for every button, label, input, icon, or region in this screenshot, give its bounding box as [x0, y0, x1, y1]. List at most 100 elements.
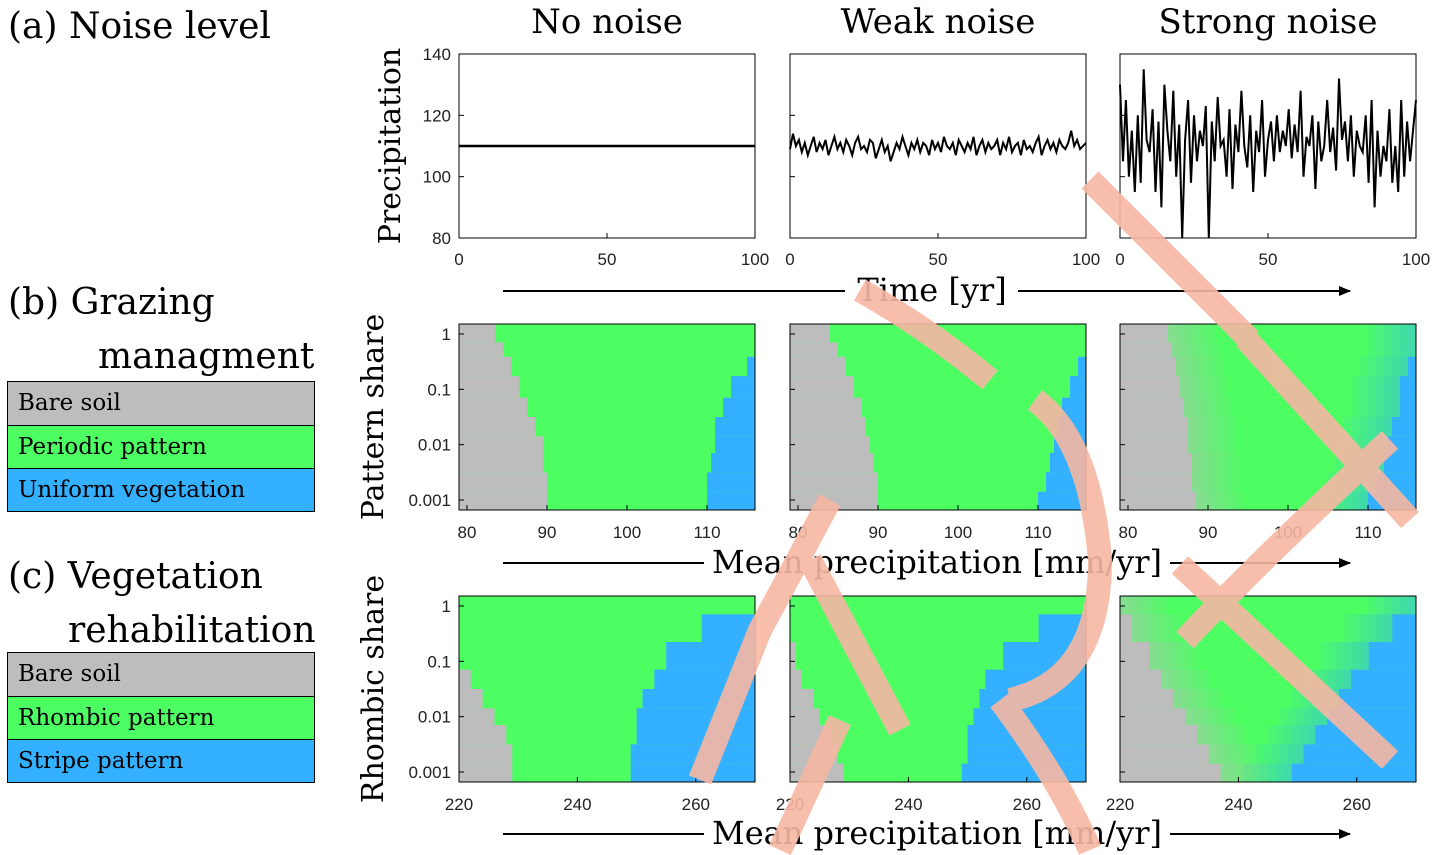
legend-rehabilitation: Bare soil Rhombic pattern Stripe pattern	[7, 652, 315, 783]
heatmap-blend-cell	[1220, 491, 1228, 510]
y-tick-label: 120	[423, 106, 451, 125]
heatmap-blend-cell	[1267, 763, 1276, 782]
heatmap-blend-cell	[1196, 724, 1205, 745]
column-title: No noise	[531, 2, 683, 42]
x-tick-label: 220	[445, 795, 473, 814]
heatmap-uniform-cell	[711, 452, 755, 473]
heatmap-blend-cell	[1376, 614, 1385, 642]
x-tick-label: 100	[1402, 250, 1430, 269]
heatmap-uniform-cell	[1339, 689, 1416, 709]
heatmap-blend-cell	[1318, 669, 1327, 689]
heatmap-uniform-cell	[1350, 669, 1416, 689]
heatmap-blend-cell	[1291, 689, 1300, 709]
panel-b-label-line1: (b) Grazing	[8, 282, 215, 323]
panel-b-label-line2: managment	[98, 336, 315, 377]
plot-frame	[1119, 323, 1417, 511]
heatmap-blend-cell	[1320, 641, 1329, 670]
heatmap-blend-cell	[1360, 376, 1368, 398]
heatmap-blend-cell	[1188, 417, 1196, 437]
heatmap-blend-cell	[1360, 417, 1368, 437]
heatmap-blend-cell	[1400, 324, 1408, 343]
heatmap-blend-cell	[1287, 744, 1296, 764]
heatmap-blend-cell	[1392, 342, 1400, 357]
heatmap-blend-cell	[1197, 689, 1206, 709]
heatmap-blend-cell	[1352, 376, 1360, 398]
heatmap-bare-cell	[790, 708, 820, 725]
heatmap-blend-cell	[1244, 763, 1253, 782]
heatmap-blend-cell	[1408, 342, 1416, 357]
x-tick-label: 100	[1072, 250, 1100, 269]
heatmap-blend-cell	[1376, 417, 1384, 437]
heatmap-blend-cell	[1271, 744, 1280, 764]
heatmap-blend-cell	[1168, 324, 1176, 343]
heatmap-blend-cell	[1228, 436, 1236, 453]
y-tick-label: 0.001	[408, 763, 451, 782]
heatmap-blend-cell	[1376, 324, 1384, 343]
heatmap-blend-cell	[1295, 744, 1304, 764]
heatmap-blend-cell	[1196, 376, 1204, 398]
heatmap-blend-cell	[1188, 436, 1196, 453]
heatmap-blend-cell	[1368, 376, 1376, 398]
heatmap-blend-cell	[1208, 397, 1216, 417]
column-title: Weak noise	[841, 2, 1036, 42]
heatmap-bare-cell	[1120, 614, 1132, 642]
x-tick-label: 0	[1115, 250, 1124, 269]
y-tick-label: 140	[423, 45, 451, 64]
heatmap-blend-cell	[1188, 342, 1196, 357]
heatmap-blend-cell	[1200, 452, 1208, 473]
heatmap-bare-cell	[790, 376, 854, 398]
watermark-graphic	[688, 171, 1419, 855]
heatmap-blend-cell	[1392, 397, 1400, 417]
x-tick-label: 100	[741, 250, 769, 269]
heatmap-blend-cell	[1220, 376, 1228, 398]
heatmap-blend-cell	[1212, 436, 1220, 453]
heatmap-blend-cell	[1128, 596, 1136, 615]
watermark-stroke	[854, 279, 998, 390]
heatmap-uniform-cell	[731, 376, 755, 398]
heatmap-bare-cell	[459, 744, 513, 764]
heatmap-bare-cell	[459, 342, 503, 357]
heatmap-blend-cell	[1205, 689, 1214, 709]
heatmap-blend-cell	[1193, 708, 1202, 725]
heatmap-blend-cell	[1204, 724, 1213, 745]
heatmap-blend-cell	[1208, 356, 1216, 377]
heatmap-blend-cell	[1236, 724, 1245, 745]
legend-item-bare-soil: Bare soil	[8, 653, 314, 696]
heatmap-uniform-cell	[707, 491, 755, 510]
heatmap-blend-cell	[1311, 708, 1320, 725]
heatmap-uniform-cell	[1384, 452, 1416, 473]
heatmap-blend-cell	[1200, 324, 1208, 343]
heatmap-blend-cell	[1224, 452, 1232, 473]
heatmap-bare-cell	[459, 708, 495, 725]
heatmap-blend-cell	[1360, 356, 1368, 377]
panel-c-label-line1: (c) Vegetation	[8, 556, 263, 597]
heatmap-bare-cell	[459, 472, 547, 492]
heatmap-blend-cell	[1204, 491, 1212, 510]
heatmap-bare-cell	[1120, 342, 1172, 357]
heatmap-bare-cell	[1120, 324, 1168, 343]
heatmap-uniform-cell	[1038, 491, 1086, 510]
panel-a-label: (a) Noise level	[8, 6, 271, 47]
heatmap-blend-cell	[1192, 324, 1200, 343]
x-tick-label: 50	[598, 250, 617, 269]
heatmap-blend-cell	[1352, 491, 1360, 510]
heatmap-blend-cell	[1212, 342, 1220, 357]
watermark-stroke	[688, 494, 841, 785]
heatmap-blend-cell	[1400, 342, 1408, 357]
legend-item-uniform-vegetation: Uniform vegetation	[8, 468, 314, 511]
heatmap-blend-cell	[1392, 324, 1400, 343]
heatmap-blend-cell	[1131, 614, 1140, 642]
heatmap-blend-cell	[1368, 397, 1376, 417]
y-tick-label: 0.001	[408, 491, 451, 510]
heatmap-blend-cell	[1171, 614, 1180, 642]
heatmap-blend-cell	[1216, 452, 1224, 473]
x-tick-label: 100	[613, 523, 641, 542]
heatmap-blend-cell	[1144, 596, 1152, 615]
watermark-stroke	[1007, 390, 1113, 712]
heatmap-uniform-cell	[1400, 397, 1416, 417]
heatmap-bare-cell	[790, 417, 866, 437]
x-tick-label: 50	[1259, 250, 1278, 269]
legend-item-periodic-pattern: Periodic pattern	[8, 425, 314, 468]
heatmap-blend-cell	[1252, 763, 1261, 782]
heatmap-blend-cell	[1260, 763, 1269, 782]
